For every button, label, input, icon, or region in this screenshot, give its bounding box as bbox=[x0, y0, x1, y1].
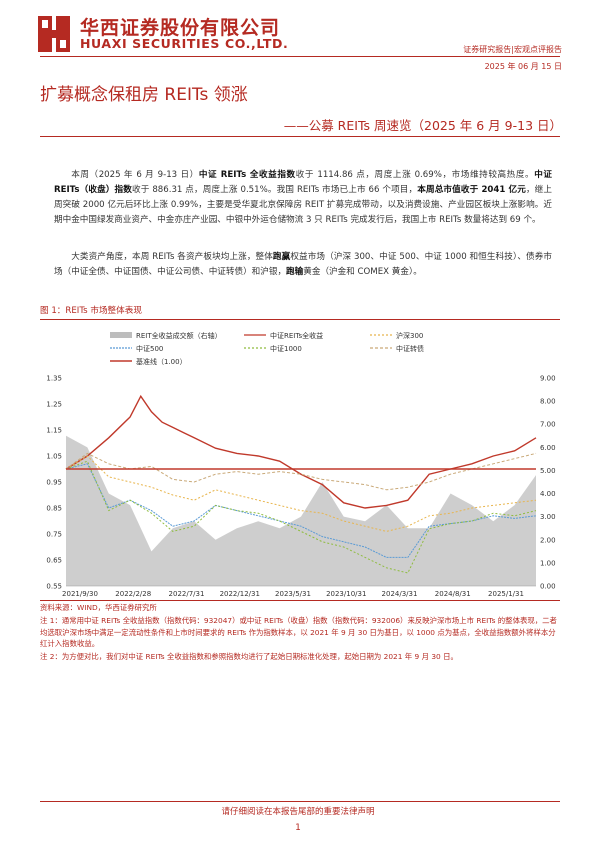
x-tick-label: 2022/7/31 bbox=[169, 590, 205, 598]
legend-label: REIT全收益成交额（右轴） bbox=[136, 331, 222, 340]
left-tick-label: 0.55 bbox=[46, 583, 62, 591]
para-bold: 中证 REITs 全收益指数 bbox=[198, 170, 296, 180]
series-line-0 bbox=[65, 394, 537, 509]
left-tick-label: 0.65 bbox=[46, 557, 62, 565]
para-text: 收于 886.31 点，周度上涨 0.51%。我国 REITs 市场已上市 66… bbox=[132, 185, 418, 195]
right-tick-label: 7.00 bbox=[540, 421, 556, 429]
volume-area bbox=[66, 435, 536, 586]
x-tick-label: 2024/3/31 bbox=[382, 590, 418, 598]
para-text: 本周（2025 年 6 月 9-13 日） bbox=[71, 170, 199, 180]
header-divider bbox=[40, 56, 560, 57]
legend-label: 中证转债 bbox=[396, 344, 424, 353]
para-text: ，继上周突破 2000 亿元后环比上涨 0.99%，主要是受华夏北京保障房 RE… bbox=[54, 185, 552, 225]
right-tick-label: 1.00 bbox=[540, 559, 556, 567]
brand-name-en: HUAXI SECURITIES CO.,LTD. bbox=[80, 36, 289, 51]
legal-disclaimer: 请仔细阅读在本报告尾部的重要法律声明 bbox=[221, 807, 375, 817]
footnote-1: 注 1：通常用中证 REITs 全收益指数（指数代码：932047）或中证 RE… bbox=[40, 616, 557, 648]
chart-axes: 0.55 0.65 0.75 0.85 0.95 1.05 1.15 1.25 1.35 0.00… bbox=[46, 375, 555, 599]
huaxi-logo bbox=[38, 16, 70, 52]
left-tick-label: 0.95 bbox=[46, 479, 62, 487]
right-tick-label: 0.00 bbox=[540, 583, 556, 591]
left-tick-label: 1.25 bbox=[46, 401, 62, 409]
x-tick-label: 2024/8/31 bbox=[435, 590, 471, 598]
left-tick-label: 0.75 bbox=[46, 531, 62, 539]
paragraph-weekly-summary: 本周（2025 年 6 月 9-13 日）中证 REITs 全收益指数收于 11… bbox=[54, 168, 552, 228]
x-tick-label: 2022/12/31 bbox=[220, 590, 260, 598]
left-tick-label: 1.15 bbox=[46, 427, 62, 435]
volume-area-fill bbox=[66, 435, 536, 586]
footer-divider bbox=[40, 801, 560, 802]
figure-caption: 图 1：REITs 市场整体表现 bbox=[40, 306, 142, 316]
x-tick-label: 2022/2/28 bbox=[115, 590, 151, 598]
right-tick-label: 8.00 bbox=[540, 398, 556, 406]
figure-divider bbox=[40, 319, 560, 320]
para-text: 收于 1114.86 点，周度上涨 0.69%，市场维持较高热度。 bbox=[295, 170, 535, 180]
x-tick-label: 2023/10/31 bbox=[326, 590, 366, 598]
para-text: 权益市场（沪深 300、中证 500、中证 1000 和恒生科技）、债券市场（中… bbox=[54, 252, 552, 277]
series-line-3 bbox=[65, 460, 537, 574]
legend-label: 中证1000 bbox=[270, 344, 302, 353]
paragraph-asset-classes: 大类资产角度，本周 REITs 各资产板块均上涨，整体跑赢权益市场（沪深 300… bbox=[54, 250, 552, 280]
report-subtitle: ——公募 REITs 周速览（2025 年 6 月 9-13 日） bbox=[283, 118, 562, 133]
right-tick-label: 9.00 bbox=[540, 375, 556, 383]
report-type: 证券研究报告|宏观点评报告 bbox=[463, 45, 562, 54]
report-date: 2025 年 06 月 15 日 bbox=[484, 62, 562, 71]
right-tick-label: 3.00 bbox=[540, 513, 556, 521]
legend-swatch bbox=[110, 332, 132, 338]
legend-label: 中证REITs全收益 bbox=[270, 331, 323, 340]
left-tick-label: 1.05 bbox=[46, 453, 62, 461]
x-tick-label: 2021/9/30 bbox=[62, 590, 98, 598]
source-divider bbox=[40, 600, 560, 601]
series-lines bbox=[65, 394, 537, 574]
footnote-2: 注 2：为方便对比，我们对中证 REITs 全收益指数和参照指数均进行了起始日期… bbox=[40, 652, 458, 661]
data-source-note: 资料来源：WIND，华西证券研究所 bbox=[40, 603, 157, 612]
para-bold: 跑输 bbox=[286, 267, 304, 277]
legend-label: 基准线（1.00） bbox=[136, 357, 187, 366]
brand-name-cn: 华西证券股份有限公司 bbox=[80, 17, 281, 39]
para-text: 大类资产角度，本周 REITs 各资产板块均上涨，整体 bbox=[71, 252, 273, 262]
title-divider bbox=[40, 136, 560, 137]
para-bold: 中证 REITs（收盘）指数 bbox=[54, 170, 552, 195]
left-tick-label: 0.85 bbox=[46, 505, 62, 513]
legend-label: 中证500 bbox=[136, 344, 163, 353]
para-text: 黄金（沪金和 COMEX 黄金）。 bbox=[303, 267, 422, 277]
page-number: 1 bbox=[295, 823, 301, 833]
series-line-4 bbox=[65, 452, 537, 491]
left-tick-label: 1.35 bbox=[46, 375, 62, 383]
para-bold: 跑赢 bbox=[272, 252, 291, 262]
chart-legend: REIT全收益成交额（右轴） 中证REITs全收益 沪深300 中证500 中证1000… bbox=[110, 331, 424, 366]
right-tick-label: 5.00 bbox=[540, 467, 556, 475]
x-tick-label: 2023/5/31 bbox=[275, 590, 311, 598]
right-tick-label: 4.00 bbox=[540, 490, 556, 498]
right-tick-label: 2.00 bbox=[540, 536, 556, 544]
reits-performance-chart: REIT全收益成交额（右轴） 中证REITs全收益 沪深300 中证500 中证1000… bbox=[46, 331, 555, 599]
report-title: 扩募概念保租房 REITs 领涨 bbox=[40, 85, 248, 105]
legend-label: 沪深300 bbox=[396, 331, 423, 340]
x-tick-label: 2025/1/31 bbox=[488, 590, 524, 598]
right-tick-label: 6.00 bbox=[540, 444, 556, 452]
para-bold: 本周总市值收于 2041 亿元 bbox=[417, 185, 526, 195]
